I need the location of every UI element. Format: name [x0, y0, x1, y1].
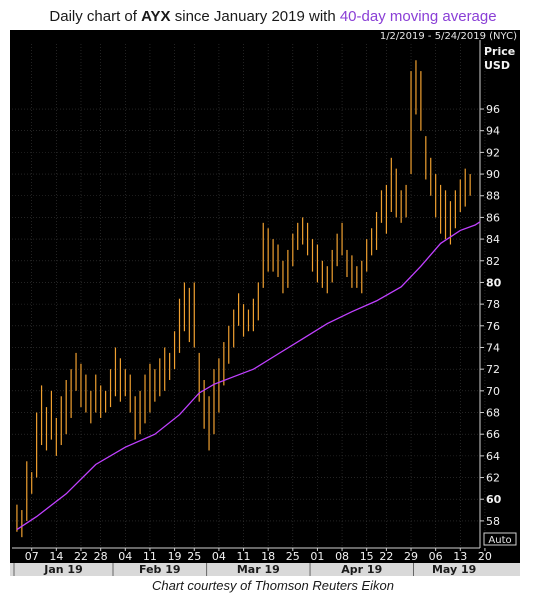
y-tick-label: 86 [486, 211, 500, 224]
x-tick-label: 28 [94, 550, 108, 563]
y-tick-label: 76 [486, 320, 500, 333]
title-middle: since January 2019 with [170, 8, 340, 25]
y-tick-label: 94 [486, 125, 500, 138]
title-prefix: Daily chart of [49, 8, 142, 25]
x-tick-label: 04 [118, 550, 132, 563]
chart-background [10, 30, 520, 576]
y-tick-label: 62 [486, 472, 500, 485]
auto-label[interactable]: Auto [488, 535, 511, 546]
x-tick-label: 08 [335, 550, 349, 563]
x-tick-label: 25 [286, 550, 300, 563]
x-tick-label: 22 [379, 550, 393, 563]
x-tick-label: 19 [168, 550, 182, 563]
y-axis: 58 60 62 64 66 68 70 72 74 76 78 80 82 84 86 88 90 92 94 96 [479, 40, 502, 548]
y-tick-label: 58 [486, 515, 500, 528]
x-tick-label: 15 [360, 550, 374, 563]
title-ma-label: 40-day moving average [339, 8, 497, 25]
x-tick-label: 06 [429, 550, 443, 563]
date-range: 1/2/2019 - 5/24/2019 (NYC) [380, 31, 517, 42]
y-tick-label: 70 [486, 385, 500, 398]
x-tick-label: 20 [478, 550, 492, 563]
y-tick-label: 66 [486, 428, 500, 441]
x-tick-label: 18 [261, 550, 275, 563]
y-tick-label: 60 [486, 493, 502, 506]
x-tick-label: 14 [49, 550, 63, 563]
y-tick-label: 82 [486, 255, 500, 268]
y-tick-label: 90 [486, 168, 500, 181]
x-tick-label: 11 [237, 550, 251, 563]
moving-average-line [16, 221, 481, 531]
month-label: Apr 19 [341, 563, 382, 576]
chart-caption: Chart courtesy of Thomson Reuters Eikon [151, 578, 395, 593]
x-tick-label: 13 [453, 550, 467, 563]
y-tick-label: 74 [486, 341, 500, 354]
chart-title: Daily chart of AYX since January 2019 wi… [0, 8, 546, 25]
x-tick-label: 07 [25, 550, 39, 563]
price-header-usd: USD [484, 59, 510, 72]
y-tick-label: 68 [486, 407, 500, 420]
month-label: Mar 19 [237, 563, 280, 576]
y-tick-label: 84 [486, 233, 500, 246]
x-tick-label: 11 [143, 550, 157, 563]
x-tick-label: 22 [74, 550, 88, 563]
month-band: Jan 19 Feb 19 Mar 19 Apr 19 May 19 [10, 563, 520, 576]
y-tick-label: 96 [486, 103, 500, 116]
price-header-price: Price [484, 45, 515, 58]
title-ticker: AYX [141, 8, 171, 25]
y-tick-label: 72 [486, 363, 500, 376]
ohlc-bars [16, 60, 471, 538]
month-label: Jan 19 [43, 563, 82, 576]
month-band-background [10, 563, 520, 576]
x-tick-label: 29 [404, 550, 418, 563]
month-label: Feb 19 [139, 563, 181, 576]
y-tick-label: 64 [486, 450, 500, 463]
x-axis: 07 14 22 28 04 11 19 25 04 11 18 25 01 08 15 22 29 06 13 20 [12, 547, 492, 563]
y-tick-label: 78 [486, 298, 500, 311]
month-label: May 19 [432, 563, 476, 576]
grid-lines [12, 44, 486, 548]
auto-button[interactable] [483, 532, 517, 546]
y-tick-label: 88 [486, 190, 500, 203]
y-tick-label: 92 [486, 146, 500, 159]
x-tick-label: 04 [212, 550, 226, 563]
y-tick-label: 80 [486, 276, 502, 289]
x-tick-label: 01 [310, 550, 324, 563]
x-tick-label: 25 [187, 550, 201, 563]
